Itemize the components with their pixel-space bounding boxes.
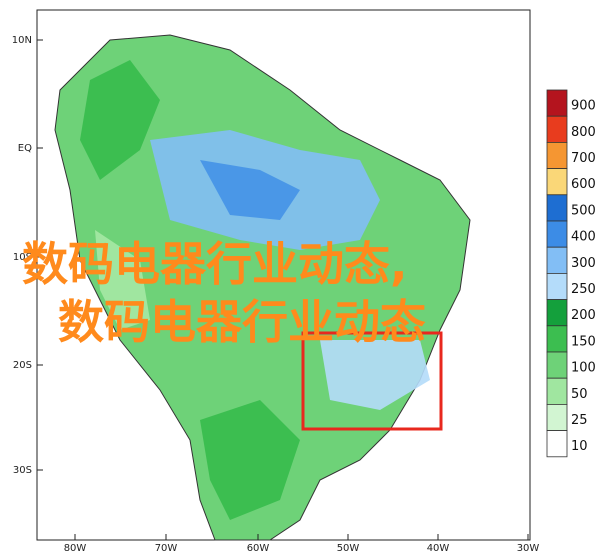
lon-label: 30W [517, 543, 540, 554]
colorbar-label: 700 [571, 151, 596, 166]
lat-label: 20S [13, 360, 32, 371]
colorbar-label: 800 [571, 125, 596, 140]
colorbar-swatch [546, 299, 568, 327]
colorbar-label: 300 [571, 256, 596, 271]
colorbar-label: 250 [571, 282, 596, 297]
lat-label: 30S [13, 465, 32, 476]
colorbar-label: 50 [571, 387, 588, 402]
colorbar-swatch [546, 351, 568, 379]
colorbar-swatch [546, 220, 568, 248]
overlay-text: 数码电器行业动态 [58, 295, 426, 349]
colorbar-swatch [546, 141, 568, 169]
colorbar-label: 400 [571, 230, 596, 245]
lon-label: 80W [64, 543, 87, 554]
lon-label: 40W [427, 543, 450, 554]
colorbar-label: 10 [571, 439, 588, 454]
colorbar-label: 200 [571, 308, 596, 323]
colorbar-swatch [546, 403, 568, 431]
colorbar-swatch [546, 246, 568, 274]
highlight-box [301, 331, 443, 431]
lat-label: EQ [18, 143, 32, 154]
colorbar-label: 900 [571, 99, 596, 114]
colorbar-swatch [546, 194, 568, 222]
colorbar-label: 100 [571, 361, 596, 376]
land [54, 34, 471, 541]
colorbar-label: 25 [571, 413, 588, 428]
colorbar-swatch [546, 115, 568, 143]
colorbar-label: 150 [571, 334, 596, 349]
lon-label: 50W [337, 543, 360, 554]
colorbar-label: 600 [571, 177, 596, 192]
colorbar-swatch [546, 377, 568, 405]
colorbar-swatch [546, 89, 568, 117]
lon-label: 60W [247, 543, 270, 554]
lat-label: 10S [13, 252, 32, 263]
lat-label: 10N [12, 35, 32, 46]
lon-label: 70W [155, 543, 178, 554]
overlay-text: 数码电器行业动态, [22, 237, 407, 291]
colorbar-swatch [546, 168, 568, 196]
colorbar-label: 500 [571, 203, 596, 218]
colorbar-swatch [546, 325, 568, 353]
colorbar-swatch [546, 272, 568, 300]
colorbar-swatch [546, 430, 568, 458]
